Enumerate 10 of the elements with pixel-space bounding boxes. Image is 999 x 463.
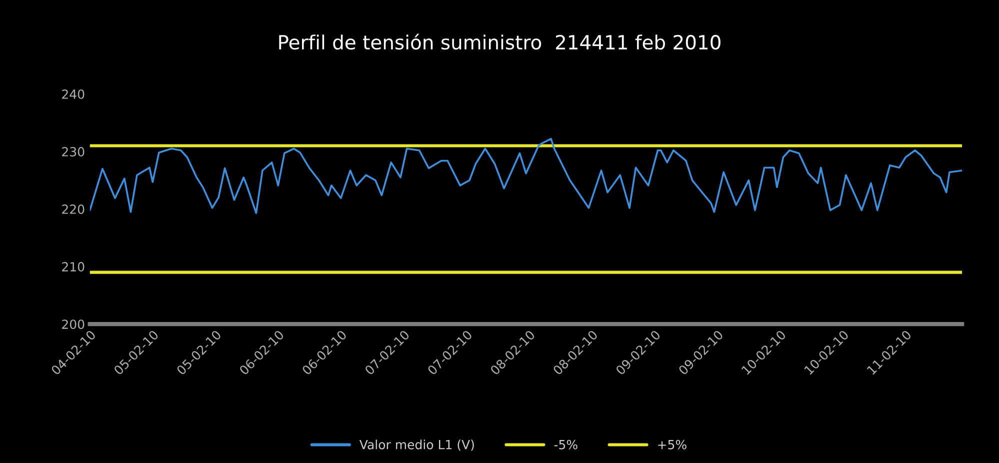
legend-label: Valor medio L1 (V) [359,440,474,451]
chart-title: Perfil de tensión suministro 214411 feb 2010 [279,34,720,50]
y-tick-label: 230 [62,146,84,156]
y-tick-label: 210 [62,262,84,272]
legend-label: -5% [554,440,578,450]
line-series [90,138,962,214]
y-tick-label: 240 [62,89,84,99]
legend-label: +5% [658,440,686,450]
y-tick-label: 200 [62,320,84,330]
y-tick-label: 220 [62,204,84,214]
